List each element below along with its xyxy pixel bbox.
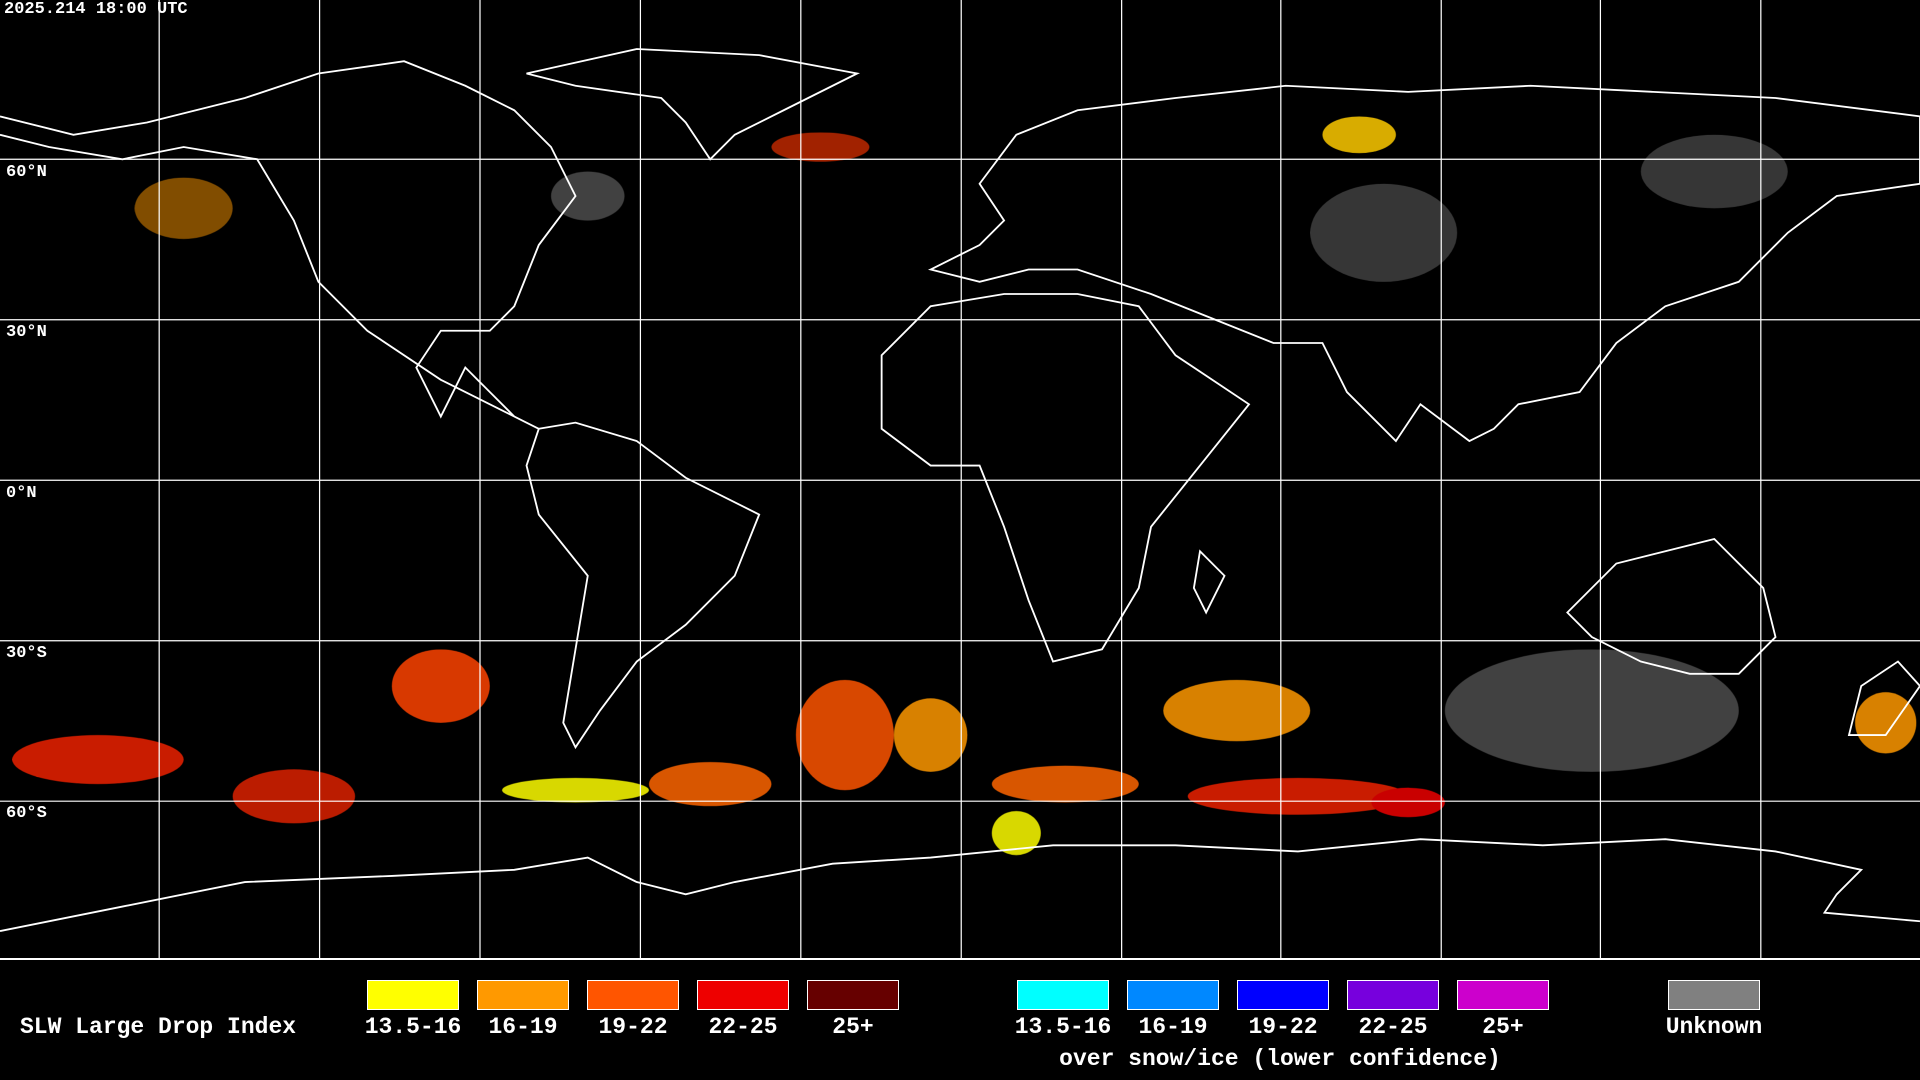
legend-swatch [1017, 980, 1109, 1010]
legend-label: 25+ [832, 1014, 874, 1040]
legend-swatch [807, 980, 899, 1010]
legend-label: 22-25 [1358, 1014, 1428, 1040]
legend-swatch [367, 980, 459, 1010]
legend-swatch [1237, 980, 1329, 1010]
lat-label: 0°N [6, 484, 37, 503]
legend-label: 16-19 [1138, 1014, 1208, 1040]
legend-label: 16-19 [488, 1014, 558, 1040]
legend-label: 19-22 [598, 1014, 668, 1040]
lat-label: 60°S [6, 804, 47, 823]
graticule [0, 0, 1920, 958]
coastlines [0, 48, 1920, 932]
legend-title: SLW Large Drop Index [20, 1014, 297, 1040]
legend-swatch [587, 980, 679, 1010]
legend-swatch [697, 980, 789, 1010]
legend-label: 22-25 [708, 1014, 778, 1040]
legend: SLW Large Drop Index over snow/ice (lowe… [0, 958, 1920, 1080]
legend-swatch [1127, 980, 1219, 1010]
legend-label: Unknown [1665, 1014, 1763, 1040]
legend-label: 25+ [1482, 1014, 1524, 1040]
cloud-field [12, 116, 1917, 856]
map [0, 0, 1920, 958]
lat-label: 60°N [6, 163, 47, 182]
legend-swatch [1668, 980, 1760, 1010]
legend-label: 13.5-16 [364, 1014, 462, 1040]
lat-label: 30°N [6, 323, 47, 342]
snow-caption: over snow/ice (lower confidence) [1059, 1046, 1501, 1072]
legend-swatch [477, 980, 569, 1010]
legend-label: 19-22 [1248, 1014, 1318, 1040]
legend-swatch [1457, 980, 1549, 1010]
legend-label: 13.5-16 [1014, 1014, 1112, 1040]
legend-swatch [1347, 980, 1439, 1010]
lat-label: 30°S [6, 644, 47, 663]
timestamp: 2025.214 18:00 UTC [4, 0, 188, 19]
